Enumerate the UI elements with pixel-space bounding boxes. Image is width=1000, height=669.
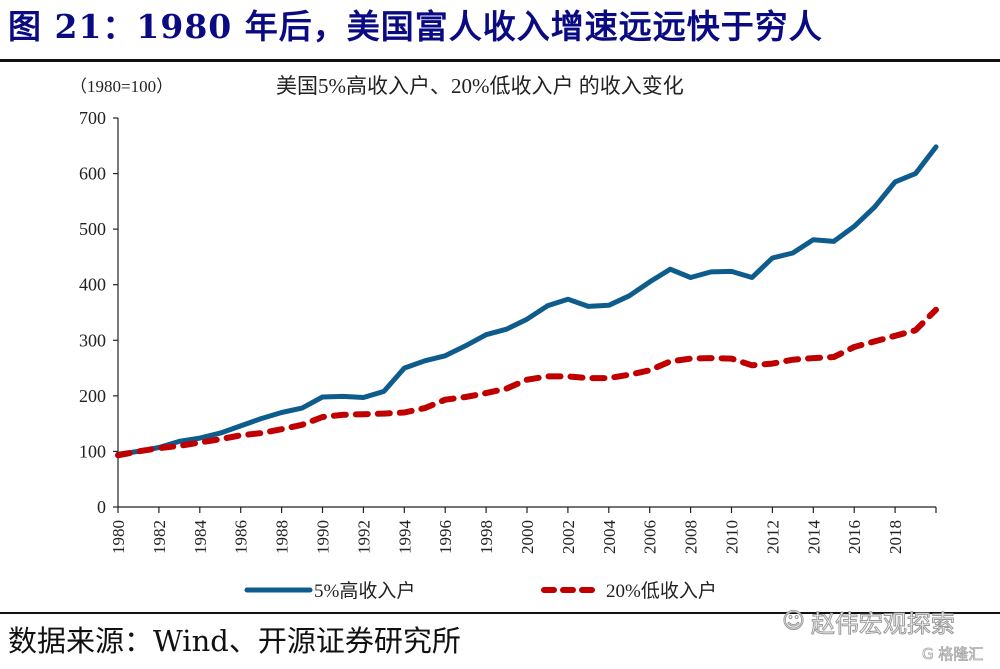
x-tick-label: 2014 — [804, 520, 823, 555]
x-tick-label: 1982 — [150, 520, 169, 554]
x-tick-label: 1988 — [273, 520, 292, 554]
x-tick-label: 1996 — [436, 520, 455, 554]
y-tick-label: 200 — [79, 386, 106, 406]
x-tick-label: 2010 — [723, 520, 742, 554]
y-tick-label: 400 — [79, 275, 106, 295]
y-tick-label: 300 — [79, 330, 106, 350]
x-tick-label: 2018 — [886, 520, 905, 554]
bottom-divider — [0, 612, 1000, 614]
x-tick-label: 2008 — [682, 520, 701, 554]
series-line-low-income — [115, 306, 939, 459]
y-tick-label: 600 — [79, 164, 106, 184]
x-tick-label: 1998 — [477, 520, 496, 554]
x-tick-label: 1992 — [354, 520, 373, 554]
legend-label-low-income: 20%低收入户 — [606, 580, 717, 602]
top-divider — [0, 59, 1000, 62]
x-tick-label: 1994 — [395, 520, 414, 555]
wechat-icon: ☺ — [782, 609, 806, 635]
watermark: ☺ 赵伟宏观探索 — [782, 604, 956, 639]
y-tick-label: 700 — [79, 108, 106, 128]
series-line-high-income — [115, 144, 939, 457]
x-tick-label: 2006 — [641, 520, 660, 554]
x-tick-label: 2016 — [845, 520, 864, 554]
y-tick-label: 100 — [79, 441, 106, 461]
x-tick-label: 2012 — [763, 520, 782, 554]
x-tick-label: 1980 — [109, 520, 128, 554]
figure-title: 图 21：1980 年后，美国富人收入增速远远快于穷人 — [8, 7, 823, 46]
chart-title: 美国5%高收入户、20%低收入户 的收入变化 — [276, 74, 684, 98]
x-tick-label: 2002 — [559, 520, 578, 554]
series-layer — [115, 144, 939, 459]
source-note: 数据来源：Wind、开源证券研究所 — [8, 624, 461, 658]
x-tick-label: 1984 — [191, 520, 210, 555]
x-tick-label: 1990 — [314, 520, 333, 554]
x-tick-label: 2004 — [600, 520, 619, 555]
x-tick-label: 2000 — [518, 520, 537, 554]
watermark-secondary: G 格隆汇 — [922, 645, 984, 664]
watermark-text: 赵伟宏观探索 — [810, 610, 955, 639]
legend-label-high-income: 5%高收入户 — [314, 580, 415, 602]
chart-unit-label: （1980=100） — [70, 77, 173, 96]
legend: 5%高收入户 20%低收入户 — [244, 580, 717, 602]
line-chart: （1980=100） 美国5%高收入户、20%低收入户 的收入变化 0 100 20… — [70, 74, 939, 602]
y-tick-label: 500 — [79, 219, 106, 239]
axes: 0 100 200 300 400 500 600 700 1980 1982 1984 1986 19… — [79, 108, 937, 555]
x-tick-label: 1986 — [232, 520, 251, 554]
y-tick-label: 0 — [97, 497, 106, 517]
